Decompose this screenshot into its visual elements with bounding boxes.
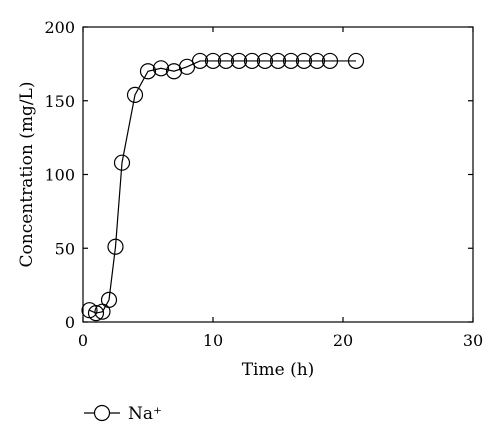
- y-tick-label: 0: [65, 313, 75, 332]
- series-line: [89, 60, 356, 314]
- legend-marker: [93, 404, 111, 422]
- data-point: [282, 52, 300, 70]
- y-axis-title: Concentration (mg/L): [17, 82, 37, 268]
- series-layer: [81, 52, 365, 322]
- data-point: [152, 60, 170, 77]
- y-tick-label: 200: [44, 18, 75, 37]
- data-point: [204, 52, 222, 70]
- data-point: [191, 52, 209, 70]
- y-tick-label: 50: [55, 239, 75, 258]
- y-tick-label: 150: [44, 92, 75, 111]
- data-point: [321, 52, 339, 70]
- data-point: [107, 238, 124, 255]
- y-tick-label: 100: [44, 166, 75, 185]
- data-point: [256, 52, 274, 70]
- data-point: [269, 52, 287, 70]
- data-point: [113, 154, 131, 171]
- legend-label: Na⁺: [128, 404, 162, 424]
- plot-area-frame: [82, 26, 474, 323]
- data-point: [243, 52, 261, 70]
- data-point: [295, 52, 313, 70]
- data-point: [87, 305, 105, 322]
- axis-ticks: 0 10 20 30 0 50 100 150 200: [44, 18, 483, 350]
- data-point: [347, 52, 365, 70]
- x-tick-label: 0: [78, 331, 88, 350]
- data-point: [126, 86, 144, 103]
- x-tick-label: 30: [463, 331, 483, 350]
- data-point: [308, 52, 326, 70]
- x-axis-title: Time (h): [242, 360, 315, 380]
- data-point: [100, 291, 118, 308]
- data-point: [217, 52, 235, 70]
- data-point: [139, 63, 157, 80]
- data-point: [230, 52, 248, 70]
- legend: Na⁺: [84, 404, 162, 424]
- x-tick-label: 20: [333, 331, 353, 350]
- x-tick-label: 10: [203, 331, 223, 350]
